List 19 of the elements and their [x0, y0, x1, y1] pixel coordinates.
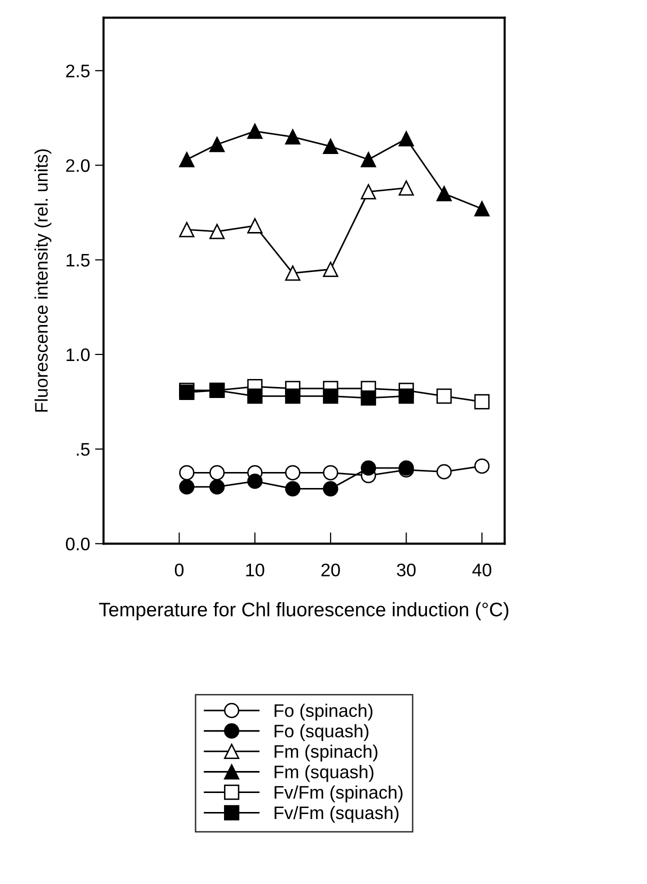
- x-axis-title: Temperature for Chl fluorescence induction (°C): [99, 602, 508, 620]
- legend-label: Fv/Fm (spinach): [274, 786, 402, 802]
- y-tick-label: 2.0: [66, 159, 90, 172]
- y-tick-label: 1.0: [66, 348, 90, 362]
- legend-label: Fm (spinach): [274, 744, 378, 762]
- legend-label: Fo (squash): [274, 724, 368, 742]
- x-tick-label: 0: [174, 564, 184, 576]
- y-tick-label: 0.0: [66, 538, 90, 550]
- y-tick-label: 2.5: [66, 64, 90, 78]
- legend-label: Fo (spinach): [274, 704, 372, 721]
- y-tick-label: .5: [76, 443, 90, 456]
- x-tick-label: 40: [472, 564, 492, 576]
- legend-label: Fv/Fm (squash): [274, 806, 398, 823]
- x-tick-label: 10: [246, 564, 264, 576]
- y-axis-title: Fluorescence intensity (rel. units): [34, 149, 52, 412]
- x-tick-label: 30: [396, 564, 416, 576]
- y-tick-label: 1.5: [66, 254, 90, 267]
- legend-label: Fm (squash): [274, 765, 374, 782]
- x-tick-label: 20: [321, 564, 340, 576]
